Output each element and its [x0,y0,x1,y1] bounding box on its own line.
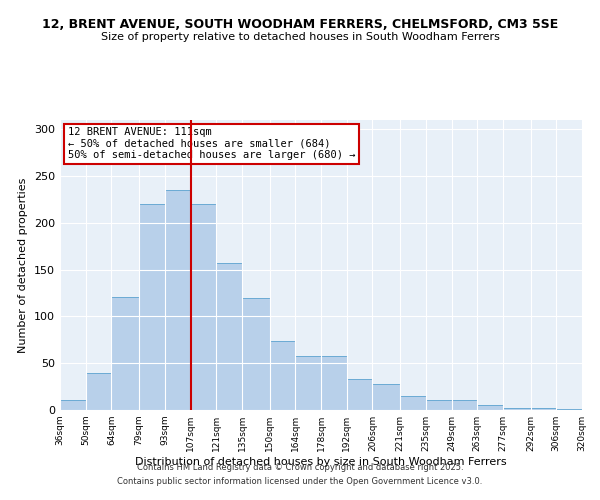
Bar [112,297,139,410]
Text: Size of property relative to detached houses in South Woodham Ferrers: Size of property relative to detached ho… [101,32,499,42]
Bar [452,400,477,410]
Bar [165,190,191,410]
Bar [242,298,269,410]
Bar [86,372,112,410]
Bar [269,341,295,410]
Bar [400,396,426,410]
Bar [347,379,373,410]
Bar [139,204,165,410]
Bar [530,408,556,410]
Bar [60,400,86,410]
Bar [556,409,582,410]
Text: 12, BRENT AVENUE, SOUTH WOODHAM FERRERS, CHELMSFORD, CM3 5SE: 12, BRENT AVENUE, SOUTH WOODHAM FERRERS,… [42,18,558,30]
Bar [373,384,400,410]
Bar [191,204,216,410]
X-axis label: Distribution of detached houses by size in South Woodham Ferrers: Distribution of detached houses by size … [135,457,507,467]
Text: 12 BRENT AVENUE: 111sqm
← 50% of detached houses are smaller (684)
50% of semi-d: 12 BRENT AVENUE: 111sqm ← 50% of detache… [68,127,355,160]
Y-axis label: Number of detached properties: Number of detached properties [19,178,28,352]
Bar [426,400,452,410]
Text: Contains public sector information licensed under the Open Government Licence v3: Contains public sector information licen… [118,477,482,486]
Text: Contains HM Land Registry data © Crown copyright and database right 2025.: Contains HM Land Registry data © Crown c… [137,464,463,472]
Bar [503,408,530,410]
Bar [477,406,503,410]
Bar [321,356,347,410]
Bar [216,263,242,410]
Bar [295,356,321,410]
